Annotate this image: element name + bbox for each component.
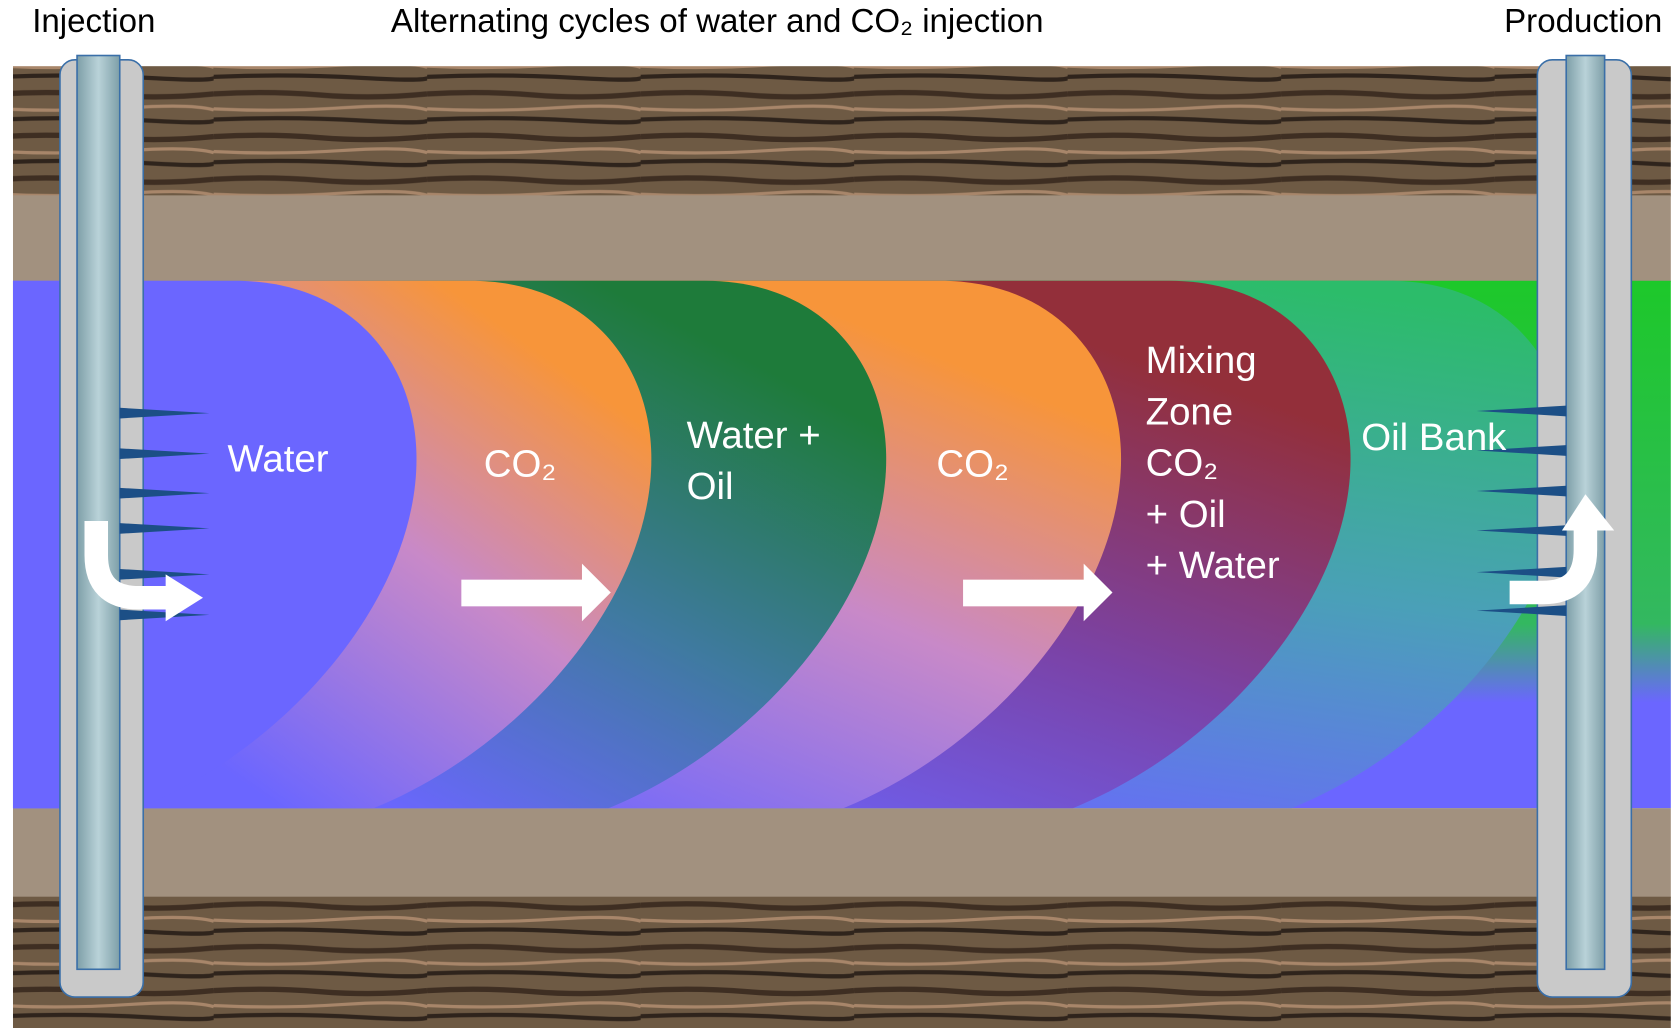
perforation [1476, 405, 1567, 417]
perforation [1476, 485, 1567, 497]
perforation [119, 523, 210, 534]
perforations [119, 405, 1567, 621]
zone-label: Zone [1146, 390, 1234, 433]
perforation [1476, 445, 1567, 456]
zone-label: CO₂ [1146, 442, 1219, 485]
zone-label: + Oil [1146, 493, 1226, 536]
zone-label: Water + [687, 414, 821, 457]
title: Alternating cycles of water and CO₂ inje… [391, 3, 1044, 40]
perforation [1476, 525, 1567, 536]
zone-label: Oil Bank [1361, 416, 1507, 459]
injection-label: Injection [32, 3, 155, 40]
zone-label: Oil [687, 465, 734, 508]
zone-label: Mixing [1146, 339, 1257, 382]
production-label: Production [1504, 3, 1662, 40]
perforation [119, 407, 210, 419]
perforation [119, 487, 210, 499]
perforation [1476, 605, 1567, 616]
perforation [119, 568, 210, 580]
reservoir [12, 280, 1671, 809]
perforation [1476, 566, 1567, 578]
perforation [119, 609, 210, 621]
zone-label: CO₂ [484, 443, 557, 486]
flow-arrows [84, 494, 1615, 622]
zone-label: + Water [1146, 544, 1280, 587]
zone-label: CO₂ [936, 443, 1009, 486]
perforation [119, 448, 210, 460]
zone-labels: Water CO₂ Water + Oil CO₂ Mixing Zone CO₂ + Oil +… [228, 339, 1508, 587]
zone-label: Water [228, 437, 329, 480]
rock-layers [12, 66, 1671, 1028]
